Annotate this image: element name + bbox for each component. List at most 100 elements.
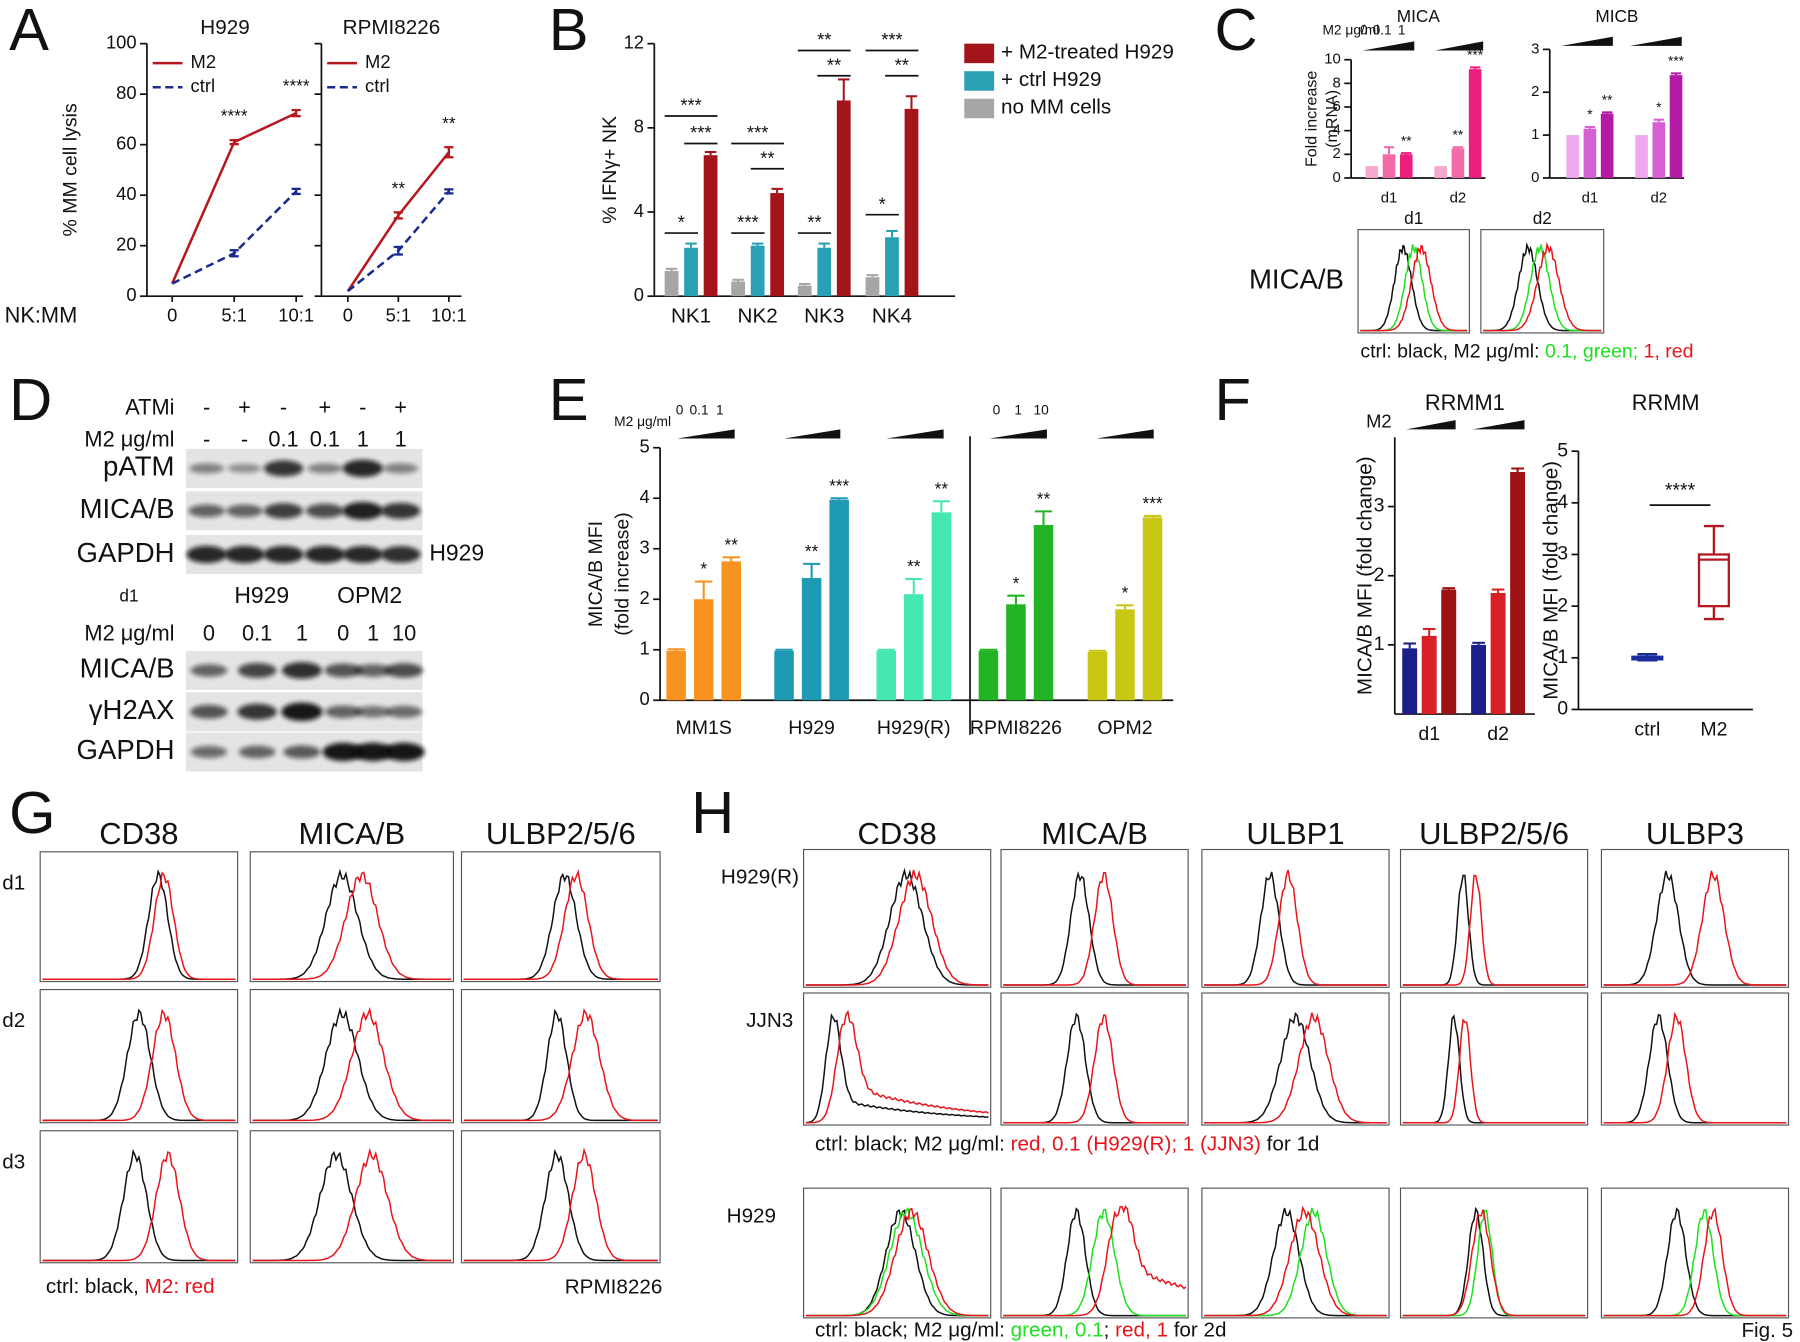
blot-band [224, 545, 265, 564]
significance: *** [690, 122, 711, 143]
significance: * [1656, 100, 1662, 115]
flow-caption-part: for 1d [1261, 1133, 1320, 1156]
panel-label: F [1215, 366, 1251, 433]
histogram-curve [1360, 244, 1468, 332]
histogram-frame [1000, 848, 1189, 988]
dose-label: 1 [1014, 403, 1022, 418]
bar [750, 245, 765, 297]
y-tick-label: 0 [1333, 169, 1341, 186]
histogram-curve [463, 869, 658, 980]
y-tick-label: 12 [624, 31, 644, 52]
blot-band [189, 463, 225, 474]
lane-label: 1 [296, 621, 308, 646]
row-label: H929 [727, 1204, 776, 1227]
bar [1635, 135, 1648, 178]
blot-band [237, 703, 277, 720]
blot-band [190, 745, 228, 758]
histogram-frame [1399, 1187, 1589, 1319]
chart-title: RRMM1 [1425, 390, 1505, 415]
histogram-frame [249, 988, 455, 1124]
x-tick-label: ctrl [1634, 718, 1660, 740]
chart-title: RRMM [1632, 390, 1700, 415]
bar [817, 247, 832, 297]
blot-band [227, 463, 262, 473]
y-tick-label: 5 [640, 436, 650, 457]
histogram-curve [805, 869, 989, 986]
blot-band [324, 663, 363, 678]
chart-title: RPMI8226 [343, 16, 441, 39]
lane-label: + [238, 394, 251, 419]
legend-label: ctrl [365, 75, 389, 96]
y-tick-label: 1 [1557, 646, 1568, 668]
y-tick-label: 4 [640, 486, 650, 507]
dose-wedge [1561, 36, 1613, 46]
significance: * [1587, 107, 1593, 122]
bar [931, 512, 952, 701]
bar [731, 281, 746, 297]
blot-band [385, 663, 424, 678]
legend-label: ctrl [191, 75, 215, 96]
histogram-frame [802, 1187, 992, 1319]
marker-title: MICA/B [298, 816, 405, 851]
bar [774, 650, 794, 701]
flow-caption: ctrl: black, M2 μg/ml: 0.1, green; 1, re… [1360, 341, 1693, 363]
panel-label: D [9, 366, 52, 433]
histogram-frame [1399, 848, 1589, 988]
x-tick-label: d2 [1651, 190, 1668, 207]
significance: ** [442, 113, 456, 133]
day-label: d1 [1404, 208, 1423, 228]
y-tick-label: 80 [116, 82, 136, 103]
lane-label: 0 [203, 621, 215, 646]
blot-band [354, 664, 392, 677]
y-tick-label: 6 [1333, 98, 1341, 115]
bar [1434, 166, 1448, 178]
y-tick-label: 0 [126, 284, 136, 305]
bar [1451, 148, 1465, 178]
blot-band [305, 503, 344, 519]
histogram-curve [1483, 241, 1602, 332]
lane-label: - [280, 394, 287, 419]
significance: **** [1665, 480, 1696, 502]
significance: *** [1668, 54, 1685, 69]
histogram-frame [1201, 848, 1390, 988]
bar [684, 247, 698, 297]
significance: ** [1401, 133, 1412, 148]
lane-label: 1 [395, 427, 407, 452]
x-tick-label: H929(R) [877, 717, 951, 739]
blot-band [342, 501, 384, 520]
significance: ** [1602, 93, 1613, 108]
y-tick-label: 1 [1531, 126, 1539, 143]
histogram-frame [460, 851, 661, 983]
lane-label: - [241, 427, 248, 452]
y-tick-label: 100 [106, 31, 137, 52]
blot-band [283, 745, 321, 759]
marker-title: CD38 [858, 816, 937, 851]
y-tick-label: 8 [1333, 74, 1341, 91]
bar [1600, 113, 1614, 178]
flow-caption: ctrl: black; M2 μg/ml: green, 0.1; red, … [815, 1319, 1226, 1342]
histogram-curve [42, 871, 236, 980]
histogram-curve [42, 1008, 236, 1122]
x-tick-label: 0 [343, 305, 353, 326]
x-tick-label: RPMI8226 [970, 717, 1062, 739]
y-tick-label: 8 [634, 116, 644, 137]
legend-label: M2 [365, 51, 391, 72]
histogram-frame [39, 851, 239, 983]
histogram-frame [1600, 848, 1790, 988]
histogram-curve [1402, 1018, 1586, 1124]
lane-label: - [203, 394, 210, 419]
x-tick-label: NK1 [671, 304, 711, 327]
bar [1583, 128, 1597, 178]
x-tick-label: d1 [1381, 190, 1398, 207]
y-tick-label: 3 [1374, 495, 1385, 517]
significance: *** [881, 29, 902, 50]
lane-label: + [319, 394, 332, 419]
histogram-frame [802, 848, 992, 988]
x-tick-label: d2 [1450, 190, 1467, 207]
histogram-curve [1402, 1209, 1586, 1317]
legend-swatch [964, 43, 995, 64]
bar [1468, 69, 1482, 178]
significance: ** [1453, 127, 1464, 142]
y-tick-label: 4 [1557, 491, 1568, 513]
cell-line-label: RPMI8226 [565, 1275, 663, 1298]
